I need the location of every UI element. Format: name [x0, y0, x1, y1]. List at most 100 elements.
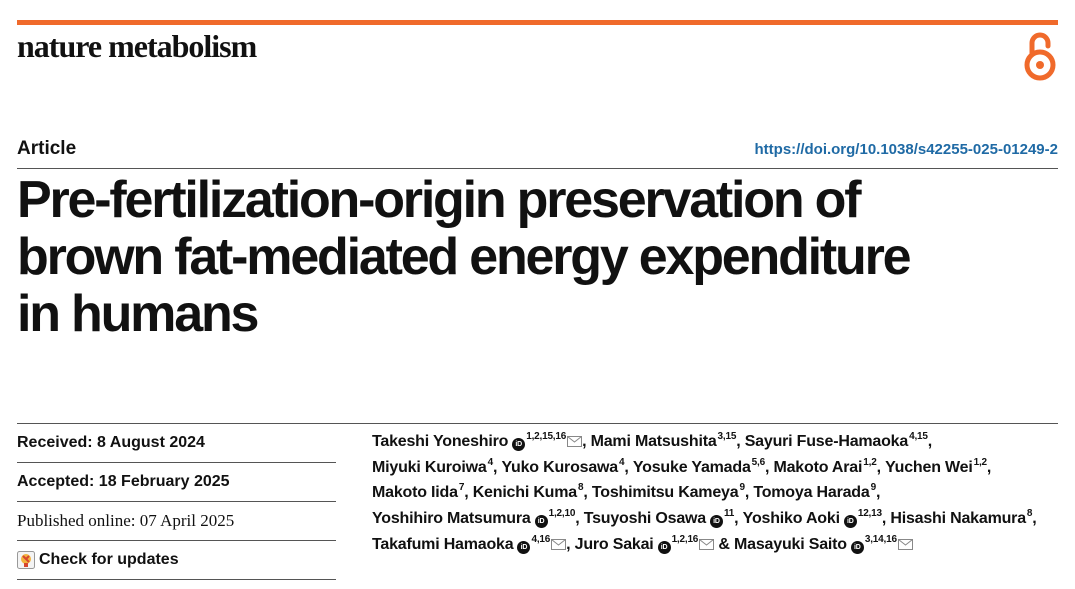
orcid-icon[interactable]: iD: [657, 540, 671, 554]
affiliation-numbers: 12,13: [857, 508, 882, 520]
author: Yuchen Wei1,2,: [885, 456, 992, 476]
author-separator: ,: [986, 458, 992, 476]
orcid-icon[interactable]: iD: [517, 540, 531, 554]
author-separator: ,: [464, 484, 473, 502]
author-separator: ,: [492, 458, 502, 476]
author-separator: ,: [575, 510, 584, 528]
author-separator: ,: [764, 458, 774, 476]
author-name[interactable]: Hisashi Nakamura: [890, 510, 1026, 528]
orcid-icon[interactable]: iD: [534, 515, 548, 529]
meta-row-divider: [17, 462, 336, 463]
author: Kenichi Kuma8,: [472, 482, 592, 502]
meta-row-divider: [17, 579, 336, 580]
email-icon[interactable]: [897, 538, 913, 550]
email-icon[interactable]: [699, 538, 715, 550]
author-name[interactable]: Yuchen Wei: [885, 458, 973, 476]
author-name[interactable]: Mami Matsushita: [590, 433, 717, 450]
email-icon[interactable]: [567, 436, 583, 447]
author-name[interactable]: Yoshiko Aoki: [742, 510, 840, 528]
affiliation-numbers: 1,2,16: [671, 533, 699, 545]
author-separator: ,: [736, 433, 745, 450]
author: Yoshiko Aoki iD12,13,: [742, 508, 891, 529]
email-icon[interactable]: [551, 538, 567, 550]
author: Toshimitsu Kameya9,: [591, 483, 754, 502]
author: Tsuyoshi Osawa iD11,: [583, 508, 743, 529]
author-name[interactable]: Toshimitsu Kameya: [591, 484, 739, 502]
check-updates-icon: [17, 551, 35, 569]
doi-link[interactable]: https://doi.org/10.1038/s42255-025-01249…: [754, 141, 1059, 158]
author-name[interactable]: Yoshihiro Matsumura: [372, 510, 531, 528]
published-date: Published online: 07 April 2025: [17, 511, 235, 530]
header-divider: [17, 168, 1058, 169]
author-name[interactable]: Kenichi Kuma: [472, 484, 577, 502]
affiliation-numbers: 8: [1026, 508, 1033, 520]
journal-logo[interactable]: nature metabolism: [17, 28, 257, 64]
check-for-updates-row: Check for updates: [17, 551, 336, 569]
author-separator: ,: [1032, 510, 1037, 528]
meta-divider: [17, 423, 1058, 424]
affiliation-numbers: 9: [870, 482, 877, 494]
orcid-icon[interactable]: iD: [850, 540, 864, 554]
author-separator: ,: [881, 510, 891, 528]
affiliation-numbers: 4,15: [909, 431, 928, 442]
affiliation-numbers: 4,16: [531, 533, 551, 545]
check-for-updates-button[interactable]: Check for updates: [17, 551, 336, 569]
author-name[interactable]: Takafumi Hamaoka: [372, 535, 514, 553]
author: Masayuki Saito iD3,14,16: [734, 533, 913, 554]
author-separator: ,: [583, 484, 592, 502]
author-separator: ,: [566, 535, 575, 553]
affiliation-numbers: 1,2,10: [548, 508, 576, 520]
title-line: Pre-fertilization-origin preservation of: [17, 171, 862, 229]
author-name[interactable]: Tsuyoshi Osawa: [583, 510, 706, 528]
orcid-icon[interactable]: iD: [709, 515, 723, 529]
article-type-label: Article: [17, 138, 77, 159]
author-separator: ,: [582, 433, 591, 450]
author-name[interactable]: Makoto Arai: [773, 458, 863, 476]
author: Makoto Iida7,: [372, 482, 473, 502]
orcid-icon[interactable]: iD: [843, 515, 857, 529]
title-line: brown fat-mediated energy expenditure: [17, 228, 912, 286]
meta-row-divider: [17, 501, 336, 502]
author: Takafumi Hamaoka iD4,16,: [372, 533, 575, 554]
affiliation-numbers: 1,2: [973, 456, 988, 468]
author: Hisashi Nakamura8,: [890, 508, 1037, 528]
author-separator: ,: [927, 433, 933, 450]
affiliation-numbers: 1,2: [863, 456, 877, 468]
author-name[interactable]: Yosuke Yamada: [632, 458, 751, 476]
author-name[interactable]: Masayuki Saito: [734, 535, 847, 553]
affiliation-numbers: 4: [487, 456, 494, 468]
author: Tomoya Harada9,: [753, 482, 880, 502]
author-list: Takeshi Yoneshiro iD1,2,15,16, Mami Matsu…: [372, 429, 1062, 558]
author: Yuko Kurosawa4,: [501, 457, 633, 476]
title-line: in humans: [17, 285, 259, 343]
author: Yosuke Yamada5,6,: [632, 456, 774, 476]
author: Sayuri Fuse-Hamaoka4,15,: [744, 431, 933, 451]
affiliation-numbers: 11: [723, 508, 735, 520]
author-separator: &: [714, 535, 735, 553]
received-date: Received: 8 August 2024: [17, 434, 205, 451]
author: Miyuki Kuroiwa4,: [372, 456, 502, 476]
open-access-icon: [1024, 32, 1056, 81]
author-separator: ,: [624, 458, 633, 476]
meta-row-divider: [17, 540, 336, 541]
author-name[interactable]: Juro Sakai: [574, 535, 654, 553]
affiliation-numbers: 3,14,16: [864, 533, 897, 545]
author-separator: ,: [744, 484, 754, 502]
author-name[interactable]: Yuko Kurosawa: [501, 458, 618, 476]
author-name[interactable]: Tomoya Harada: [753, 484, 870, 502]
author: Makoto Arai1,2,: [773, 456, 886, 476]
affiliation-numbers: 5,6: [751, 456, 766, 468]
author: Mami Matsushita3,15,: [590, 431, 745, 451]
check-for-updates-label: Check for updates: [39, 551, 179, 568]
author-name[interactable]: Miyuki Kuroiwa: [372, 458, 487, 476]
author-name[interactable]: Sayuri Fuse-Hamaoka: [744, 433, 909, 450]
author-name[interactable]: Takeshi Yoneshiro: [372, 433, 509, 450]
affiliation-numbers: 7: [458, 482, 465, 494]
affiliation-numbers: 3,15: [717, 431, 737, 442]
orcid-icon[interactable]: iD: [512, 438, 526, 451]
accepted-date: Accepted: 18 February 2025: [17, 473, 230, 490]
author-name[interactable]: Makoto Iida: [372, 484, 458, 502]
affiliation-numbers: 8: [577, 482, 584, 494]
author-separator: ,: [876, 458, 886, 476]
author-separator: ,: [734, 510, 743, 528]
